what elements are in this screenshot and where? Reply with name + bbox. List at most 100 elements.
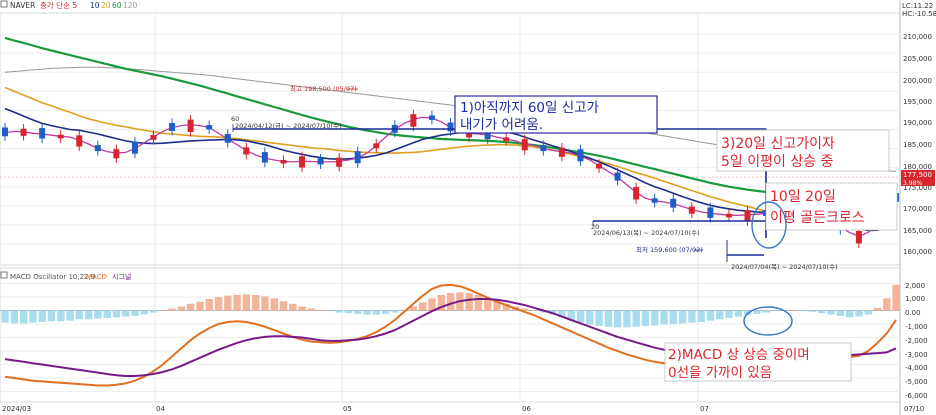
oscillator-bar [47, 310, 56, 322]
candle-body [206, 125, 213, 130]
macd-tick: -4,000 [905, 364, 928, 372]
candle-body [707, 207, 714, 218]
candle-body [354, 151, 361, 164]
candle-body [410, 114, 417, 127]
candle-body [261, 152, 268, 163]
price-legend: NAVER 종가 단순 5 10 20 60 120 [0, 0, 138, 10]
oscillator-bar [725, 310, 733, 318]
candle-body [169, 122, 176, 131]
legend-ma60: 60 [112, 1, 122, 10]
oscillator-bar [131, 310, 139, 316]
candle-body [651, 198, 658, 203]
oscillator-bar [521, 308, 529, 311]
oscillator-bar [873, 307, 882, 311]
range-20: 20 2024/06/13(목) ~ 2024/07/10(수) [591, 220, 766, 237]
oscillator-bar [298, 306, 306, 311]
oscillator-bar [762, 310, 770, 313]
oscillator-bar [855, 310, 863, 317]
oscillator-bar [270, 298, 278, 311]
price-tick: 180,000 [903, 163, 932, 171]
oscillator-bar [419, 302, 427, 311]
candle-body [540, 145, 547, 152]
oscillator-bar [827, 310, 835, 315]
price-tick: 160,000 [903, 248, 932, 256]
price-y-axis: 210,000 205,000 200,000 195,000 190,000 … [903, 33, 932, 256]
oscillator-bar [641, 310, 650, 327]
candle-body [670, 198, 677, 208]
candle-body [299, 156, 305, 168]
oscillator-bar [84, 310, 93, 320]
oscillator-bar [883, 298, 891, 311]
macd-tick: -2,000 [905, 337, 928, 345]
x-tick: 07 [700, 405, 709, 413]
price-badge: 177,500 3.98% [901, 170, 935, 187]
macd-tick: -1,000 [905, 323, 928, 331]
oscillator-bar [613, 310, 622, 328]
ma-60-line [4, 36, 897, 196]
candle-body [57, 134, 64, 139]
oscillator-bar [771, 310, 780, 312]
candle-body [187, 119, 194, 132]
price-tick: 170,000 [903, 205, 932, 213]
oscillator-bar [140, 310, 149, 315]
oscillator-bar [57, 310, 65, 322]
oscillator-bar [307, 308, 316, 311]
price-tick: 190,000 [903, 119, 932, 127]
oscillator-bar [716, 310, 724, 320]
oscillator-bar [103, 310, 111, 318]
candle-body [113, 149, 120, 159]
oscillator-bar [75, 310, 84, 320]
oscillator-bar [530, 310, 538, 312]
x-tick: 2024/03 [2, 405, 31, 413]
macd-legend: MACD Oscillator 10,22,9 MACD 시그널 [0, 271, 131, 281]
price-tick: 205,000 [903, 55, 932, 63]
oscillator-bar [799, 310, 807, 312]
oscillator-bar [808, 310, 817, 312]
note-box-1: 1)아직까지 60일 신고가 내기가 어려움. [454, 95, 658, 134]
legend-signal: 시그널 [112, 272, 131, 281]
oscillator-bar [354, 310, 362, 314]
oscillator-bar [595, 310, 603, 327]
candle-body [131, 141, 138, 154]
note-box-4: 10일 20일 이평 골든크로스 [765, 182, 898, 231]
note-3-line-2: 5일 이평이 상승 중 [721, 154, 834, 170]
note-4-line-1: 10일 20일 [770, 189, 836, 205]
candle-body [150, 135, 157, 140]
legend-ma20: 20 [101, 1, 111, 10]
candle-body [596, 163, 602, 169]
oscillator-bar [818, 310, 826, 314]
oscillator-bar [753, 310, 761, 314]
candle-body [614, 172, 621, 181]
price-tick: 200,000 [903, 77, 932, 85]
oscillator-bar [94, 310, 102, 319]
oscillator-bar [651, 310, 659, 326]
macd-tick: 0.00 [905, 309, 921, 317]
candle-body [521, 139, 528, 151]
range-recent: 2024/07/04(목) ~ 2024/07/10(수) [726, 240, 838, 271]
oscillator-bar [734, 310, 743, 317]
macd-oscillator-bars [1, 284, 900, 328]
oscillator-bar [38, 310, 46, 322]
macd-tick: -6,000 [905, 392, 928, 400]
oscillator-bar [187, 303, 195, 311]
note-2-line-2: 0선을 가까이 있음 [668, 365, 772, 381]
candle-body [280, 159, 287, 164]
corner-lc: LC:11.22 [902, 2, 933, 10]
oscillator-bar [632, 310, 640, 327]
range-recent-label: 2024/07/04(목) ~ 2024/07/10(수) [731, 263, 838, 271]
price-tick: 165,000 [903, 227, 932, 235]
oscillator-bar [688, 310, 696, 323]
candle-body [94, 145, 101, 152]
oscillator-bar [372, 310, 381, 315]
candle-body [428, 115, 435, 120]
oscillator-bar [669, 310, 678, 325]
price-badge-pct: 3.98% [903, 180, 922, 187]
oscillator-bar [251, 294, 260, 311]
macd-tick: 2,000 [905, 282, 925, 290]
x-tick: 05 [343, 405, 352, 413]
golden-cross-highlight [751, 201, 787, 249]
oscillator-bar [1, 310, 9, 323]
oscillator-bar [279, 301, 288, 311]
oscillator-bar [845, 310, 854, 318]
